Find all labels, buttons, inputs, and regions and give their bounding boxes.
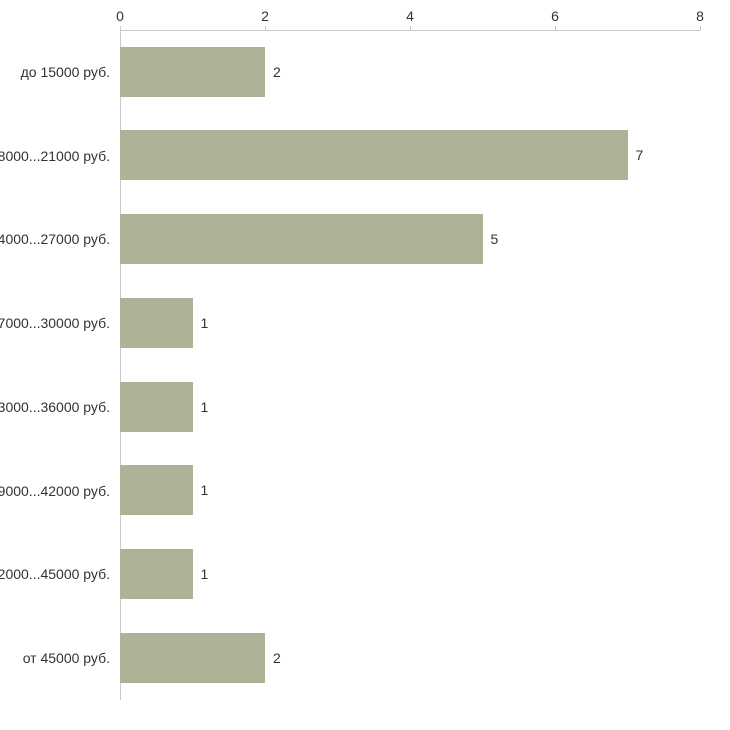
category-label-4: 33000...36000 руб. [0,399,110,415]
category-label-0: до 15000 руб. [0,64,110,80]
bar-6[interactable] [120,549,193,599]
category-label-2: 24000...27000 руб. [0,231,110,247]
category-row-7: от 45000 руб. 2 [120,616,700,700]
bar-7[interactable] [120,633,265,683]
category-row-3: 27000...30000 руб. 1 [120,281,700,365]
value-label-2: 5 [483,231,499,247]
value-label-3: 1 [193,315,209,331]
category-row-5: 39000...42000 руб. 1 [120,449,700,533]
bar-0[interactable] [120,47,265,97]
bar-5[interactable] [120,465,193,515]
category-row-2: 24000...27000 руб. 5 [120,198,700,282]
value-label-7: 2 [265,650,281,666]
value-label-5: 1 [193,482,209,498]
bar-1[interactable] [120,130,628,180]
xtick-mark-4 [700,26,701,30]
value-label-6: 1 [193,566,209,582]
category-row-6: 42000...45000 руб. 1 [120,533,700,617]
category-label-7: от 45000 руб. [0,650,110,666]
xtick-label-3: 6 [551,8,559,24]
value-label-1: 7 [628,147,644,163]
xtick-label-4: 8 [696,8,704,24]
xtick-label-1: 2 [261,8,269,24]
xtick-label-2: 4 [406,8,414,24]
value-label-0: 2 [265,64,281,80]
category-label-1: 18000...21000 руб. [0,148,110,164]
category-label-3: 27000...30000 руб. [0,315,110,331]
xtick-label-0: 0 [116,8,124,24]
value-label-4: 1 [193,399,209,415]
bar-2[interactable] [120,214,483,264]
category-label-6: 42000...45000 руб. [0,566,110,582]
category-row-1: 18000...21000 руб. 7 [120,114,700,198]
category-row-4: 33000...36000 руб. 1 [120,365,700,449]
category-row-0: до 15000 руб. 2 [120,30,700,114]
category-label-5: 39000...42000 руб. [0,483,110,499]
bar-4[interactable] [120,382,193,432]
plot-area: 0 2 4 6 8 до 15000 руб. 2 18000...21000 … [120,30,700,700]
bar-chart-root: 0 2 4 6 8 до 15000 руб. 2 18000...21000 … [0,0,730,730]
bar-3[interactable] [120,298,193,348]
